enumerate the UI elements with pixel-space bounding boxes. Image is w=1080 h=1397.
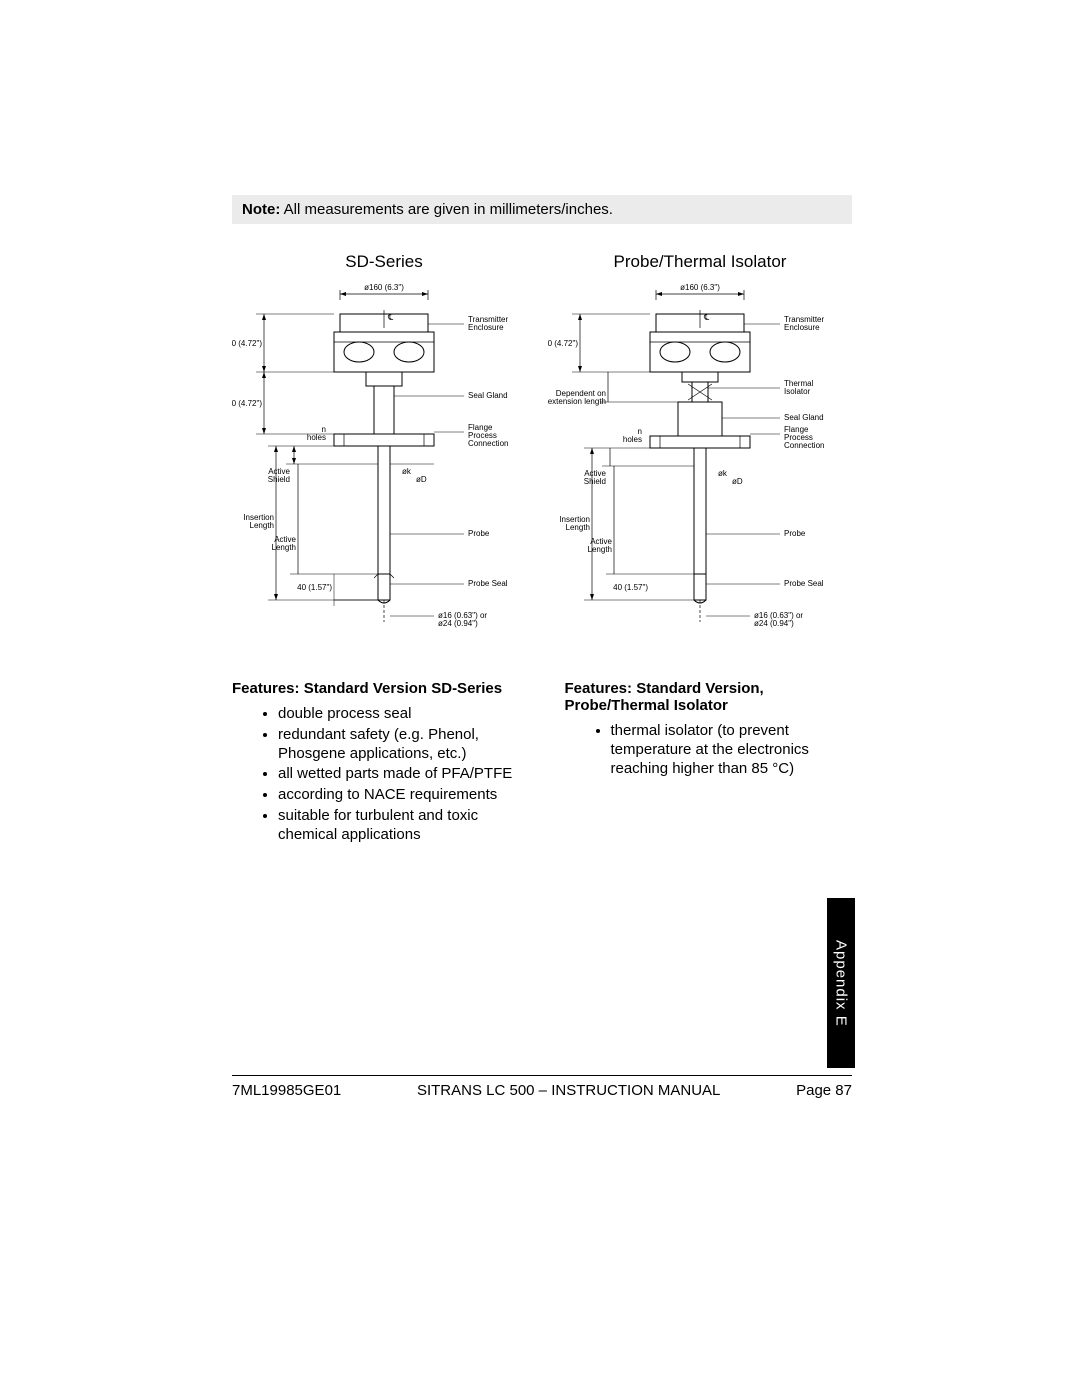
svg-text:Length: Length	[250, 521, 274, 530]
footer-page: Page 87	[796, 1082, 852, 1099]
svg-text:Shield: Shield	[268, 475, 290, 484]
right-title: Probe/Thermal Isolator	[548, 252, 852, 272]
svg-text:120 (4.72"): 120 (4.72")	[548, 339, 578, 348]
sidebar-label: Appendix E	[833, 940, 850, 1027]
svg-text:Length: Length	[272, 543, 296, 552]
list-item: redundant safety (e.g. Phenol, Phosgene …	[278, 726, 520, 764]
left-title: SD-Series	[232, 252, 536, 272]
svg-text:Length: Length	[566, 523, 590, 532]
svg-text:Shield: Shield	[584, 477, 606, 486]
footer-doc: 7ML19985GE01	[232, 1082, 341, 1099]
features-left-list: double process seal redundant safety (e.…	[232, 705, 520, 844]
diagram-columns: SD-Series ø160 (6.3") ℄	[232, 252, 852, 644]
list-item: all wetted parts made of PFA/PTFE	[278, 765, 520, 784]
svg-text:Length: Length	[588, 545, 612, 554]
svg-text:holes: holes	[623, 435, 642, 444]
svg-text:Probe Seal: Probe Seal	[784, 579, 824, 588]
svg-text:øD: øD	[416, 475, 427, 484]
features-right: Features: Standard Version, Probe/Therma…	[565, 680, 853, 846]
list-item: suitable for turbulent and toxic chemica…	[278, 807, 520, 845]
svg-text:ø24 (0.94"): ø24 (0.94")	[438, 619, 478, 628]
features-left-head: Features: Standard Version SD-Series	[232, 680, 520, 697]
right-col: Probe/Thermal Isolator ø160 (6.3") ℄	[548, 252, 852, 644]
svg-text:120 (4.72"): 120 (4.72")	[232, 399, 262, 408]
sd-series-diagram: ø160 (6.3") ℄	[232, 284, 536, 644]
svg-text:40 (1.57"): 40 (1.57")	[613, 583, 648, 592]
footer-rule	[232, 1075, 852, 1076]
left-col: SD-Series ø160 (6.3") ℄	[232, 252, 536, 644]
list-item: double process seal	[278, 705, 520, 724]
svg-text:40 (1.57"): 40 (1.57")	[297, 583, 332, 592]
svg-text:ø160 (6.3"): ø160 (6.3")	[680, 284, 720, 292]
features-right-list: thermal isolator (to prevent temperature…	[565, 722, 853, 778]
svg-text:øk: øk	[402, 467, 412, 476]
svg-text:extension length: extension length	[548, 397, 606, 406]
svg-text:Seal Gland: Seal Gland	[468, 391, 508, 400]
svg-text:Probe Seal: Probe Seal	[468, 579, 508, 588]
svg-text:Seal Gland: Seal Gland	[784, 413, 824, 422]
features-row: Features: Standard Version SD-Series dou…	[232, 680, 852, 846]
features-right-head: Features: Standard Version, Probe/Therma…	[565, 680, 853, 714]
svg-text:Enclosure: Enclosure	[784, 323, 820, 332]
footer: 7ML19985GE01 SITRANS LC 500 – INSTRUCTIO…	[232, 1082, 852, 1099]
svg-text:ø160 (6.3"): ø160 (6.3")	[364, 284, 404, 292]
list-item: thermal isolator (to prevent temperature…	[611, 722, 853, 778]
svg-text:Connection: Connection	[784, 441, 824, 450]
svg-text:Connection: Connection	[468, 439, 508, 448]
list-item: according to NACE requirements	[278, 786, 520, 805]
svg-text:øD: øD	[732, 477, 743, 486]
note-prefix: Note:	[242, 201, 280, 218]
footer-title: SITRANS LC 500 – INSTRUCTION MANUAL	[341, 1082, 796, 1099]
svg-text:120 (4.72"): 120 (4.72")	[232, 339, 262, 348]
note-body: All measurements are given in millimeter…	[284, 201, 613, 218]
svg-text:øk: øk	[718, 469, 728, 478]
page-content: Note: All measurements are given in mill…	[232, 195, 852, 846]
svg-text:Probe: Probe	[468, 529, 490, 538]
svg-text:Probe: Probe	[784, 529, 806, 538]
sidebar-tab: Appendix E	[827, 898, 855, 1068]
thermal-isolator-diagram: ø160 (6.3") ℄	[548, 284, 852, 644]
features-left: Features: Standard Version SD-Series dou…	[232, 680, 520, 846]
note-box: Note: All measurements are given in mill…	[232, 195, 852, 224]
svg-text:Enclosure: Enclosure	[468, 323, 504, 332]
svg-text:Isolator: Isolator	[784, 387, 811, 396]
svg-text:holes: holes	[307, 433, 326, 442]
svg-text:ø24 (0.94"): ø24 (0.94")	[754, 619, 794, 628]
